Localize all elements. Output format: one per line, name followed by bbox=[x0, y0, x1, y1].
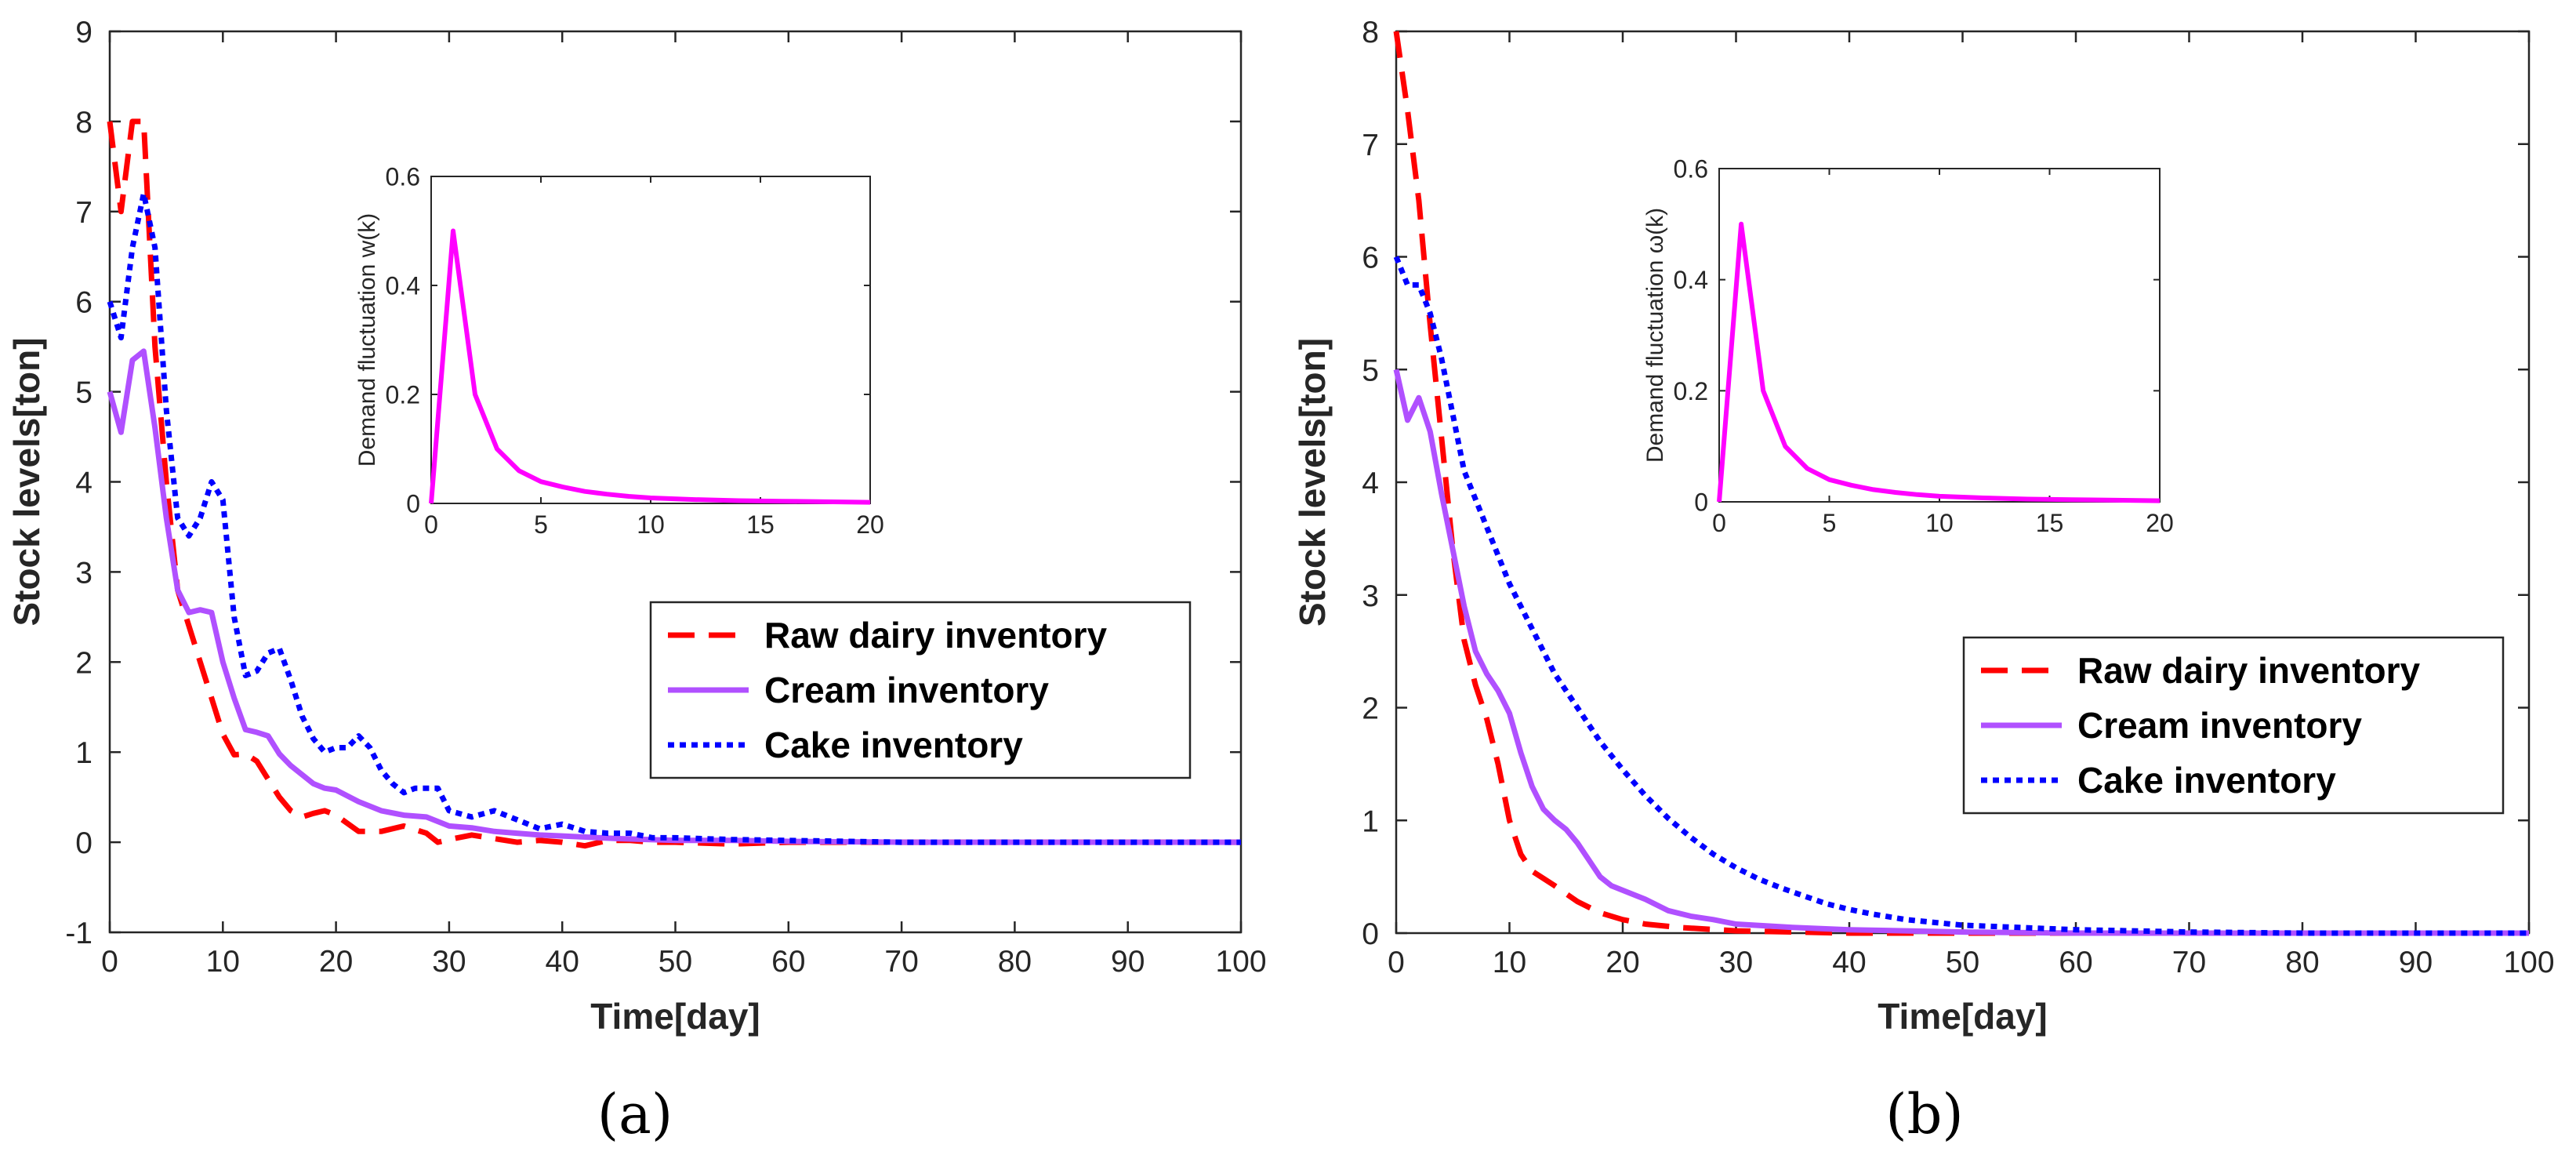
figure-caption: (a) bbox=[597, 1082, 673, 1146]
x-tick-label: 90 bbox=[1111, 945, 1145, 979]
legend-entry: Cake inventory bbox=[764, 725, 1023, 765]
y-tick-label: 7 bbox=[1362, 129, 1379, 162]
inset-axes-frame bbox=[1718, 168, 2161, 503]
inset-y-axis-label: Demand fluctuation w(k) bbox=[354, 213, 380, 467]
y-tick-label: 3 bbox=[75, 556, 93, 590]
y-tick-label: 5 bbox=[75, 376, 93, 410]
inset-x-tick-label: 20 bbox=[856, 510, 884, 539]
x-tick-label: 70 bbox=[2172, 946, 2206, 979]
y-tick-label: 2 bbox=[1362, 692, 1379, 726]
inset-y-tick-label: 0.6 bbox=[386, 163, 420, 191]
legend-entry: Cream inventory bbox=[2077, 705, 2362, 746]
inset-y-tick-label: 0 bbox=[1694, 489, 1708, 517]
legend-entry: Cake inventory bbox=[2077, 760, 2336, 801]
x-axis-label: Time[day] bbox=[590, 996, 760, 1037]
x-tick-label: 0 bbox=[1388, 946, 1405, 979]
x-tick-label: 40 bbox=[1832, 946, 1866, 979]
x-tick-label: 10 bbox=[206, 945, 240, 979]
inset-series-line bbox=[1717, 221, 2161, 503]
inset-y-axis-label: Demand fluctuation ω(k) bbox=[1642, 208, 1668, 463]
inset-x-tick-label: 15 bbox=[2036, 509, 2064, 537]
x-tick-label: 40 bbox=[546, 945, 579, 979]
y-tick-label: 1 bbox=[75, 736, 93, 770]
y-tick-label: 9 bbox=[75, 16, 93, 49]
x-tick-label: 50 bbox=[659, 945, 692, 979]
y-axis-label: Stock levels[ton] bbox=[1292, 338, 1333, 627]
inset-x-tick-label: 15 bbox=[746, 510, 775, 539]
y-tick-label: 0 bbox=[1362, 917, 1379, 951]
inset-x-tick-label: 5 bbox=[1823, 509, 1837, 537]
y-tick-label: 7 bbox=[75, 196, 93, 230]
x-tick-label: 30 bbox=[1719, 946, 1753, 979]
series-line-raw bbox=[107, 118, 1241, 849]
inset-y-tick-label: 0.6 bbox=[1674, 155, 1708, 183]
inset-x-tick-label: 5 bbox=[534, 510, 548, 539]
inset-y-tick-label: 0.2 bbox=[1674, 377, 1708, 405]
legend-entry: Cream inventory bbox=[764, 670, 1049, 710]
x-tick-label: 60 bbox=[2059, 946, 2092, 979]
inset-series-line bbox=[429, 228, 871, 505]
y-tick-label: 8 bbox=[75, 106, 93, 140]
x-tick-label: 80 bbox=[2285, 946, 2319, 979]
y-tick-label: -1 bbox=[65, 917, 93, 950]
y-tick-label: 5 bbox=[1362, 354, 1379, 387]
series-line-cake bbox=[1393, 256, 2529, 936]
x-tick-label: 0 bbox=[101, 945, 118, 979]
y-tick-label: 3 bbox=[1362, 579, 1379, 613]
legend-entry: Raw dairy inventory bbox=[764, 615, 1108, 656]
inset-x-tick-label: 0 bbox=[1712, 509, 1726, 537]
x-tick-label: 30 bbox=[432, 945, 466, 979]
x-tick-label: 20 bbox=[319, 945, 353, 979]
x-tick-label: 100 bbox=[2503, 946, 2554, 979]
y-tick-label: 4 bbox=[1362, 467, 1379, 500]
inset-y-tick-label: 0.4 bbox=[386, 272, 420, 300]
x-tick-label: 20 bbox=[1605, 946, 1639, 979]
inset-y-tick-label: 0 bbox=[406, 490, 420, 518]
y-tick-label: 1 bbox=[1362, 805, 1379, 838]
x-tick-label: 70 bbox=[884, 945, 918, 979]
chart-panel-a: 0 10 20 30 40 50 60 70 80 90 100-10123456789Time[d… bbox=[6, 16, 1267, 1146]
x-tick-label: 10 bbox=[1493, 946, 1526, 979]
series-line-cream bbox=[107, 348, 1241, 845]
x-tick-label: 60 bbox=[771, 945, 805, 979]
inset-axes-frame bbox=[430, 176, 871, 504]
y-axis-label: Stock levels[ton] bbox=[6, 337, 47, 626]
series-line-raw bbox=[1393, 31, 2529, 936]
series-line-cake bbox=[107, 191, 1241, 845]
inset-y-tick-label: 0.4 bbox=[1674, 266, 1708, 294]
legend: Raw dairy inventory Cream inventory Cake i… bbox=[649, 601, 1192, 779]
y-tick-label: 2 bbox=[75, 646, 93, 680]
inset-x-tick-label: 20 bbox=[2146, 509, 2174, 537]
y-tick-label: 8 bbox=[1362, 16, 1379, 49]
inset-y-tick-label: 0.2 bbox=[386, 381, 420, 409]
x-tick-label: 80 bbox=[998, 945, 1032, 979]
chart-panel-b: 0 10 20 30 40 50 60 70 80 90 100012345678Time[day]… bbox=[1292, 16, 2555, 1146]
x-axis-label: Time[day] bbox=[1878, 996, 2047, 1037]
inset-x-tick-label: 0 bbox=[424, 510, 438, 539]
x-tick-label: 50 bbox=[1946, 946, 1979, 979]
y-tick-label: 6 bbox=[75, 286, 93, 320]
x-tick-label: 90 bbox=[2399, 946, 2433, 979]
y-tick-label: 6 bbox=[1362, 242, 1379, 275]
series-line-cream bbox=[1393, 369, 2529, 936]
y-tick-label: 4 bbox=[75, 467, 93, 500]
legend-entry: Raw dairy inventory bbox=[2077, 650, 2421, 691]
figure-caption: (b) bbox=[1885, 1082, 1963, 1146]
inset-x-tick-label: 10 bbox=[1925, 509, 1954, 537]
inset-x-tick-label: 10 bbox=[637, 510, 665, 539]
y-tick-label: 0 bbox=[75, 826, 93, 860]
x-tick-label: 100 bbox=[1215, 945, 1266, 979]
legend: Raw dairy inventory Cream inventory Cake i… bbox=[1962, 636, 2505, 815]
